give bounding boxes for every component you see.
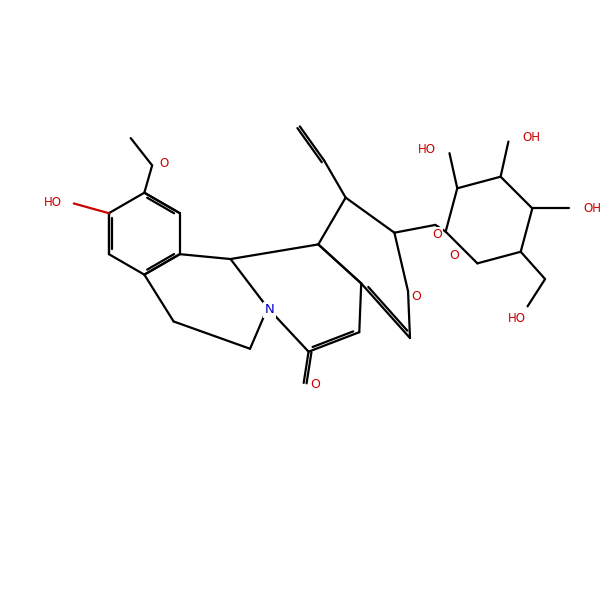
- Text: O: O: [411, 290, 421, 302]
- Text: HO: HO: [418, 143, 436, 156]
- Text: HO: HO: [44, 196, 62, 209]
- Text: N: N: [265, 303, 274, 316]
- Text: O: O: [310, 379, 320, 391]
- Text: O: O: [433, 228, 442, 241]
- Text: OH: OH: [583, 202, 600, 215]
- Text: HO: HO: [508, 311, 526, 325]
- Text: OH: OH: [522, 131, 540, 144]
- Text: O: O: [159, 157, 169, 170]
- Text: O: O: [449, 249, 458, 262]
